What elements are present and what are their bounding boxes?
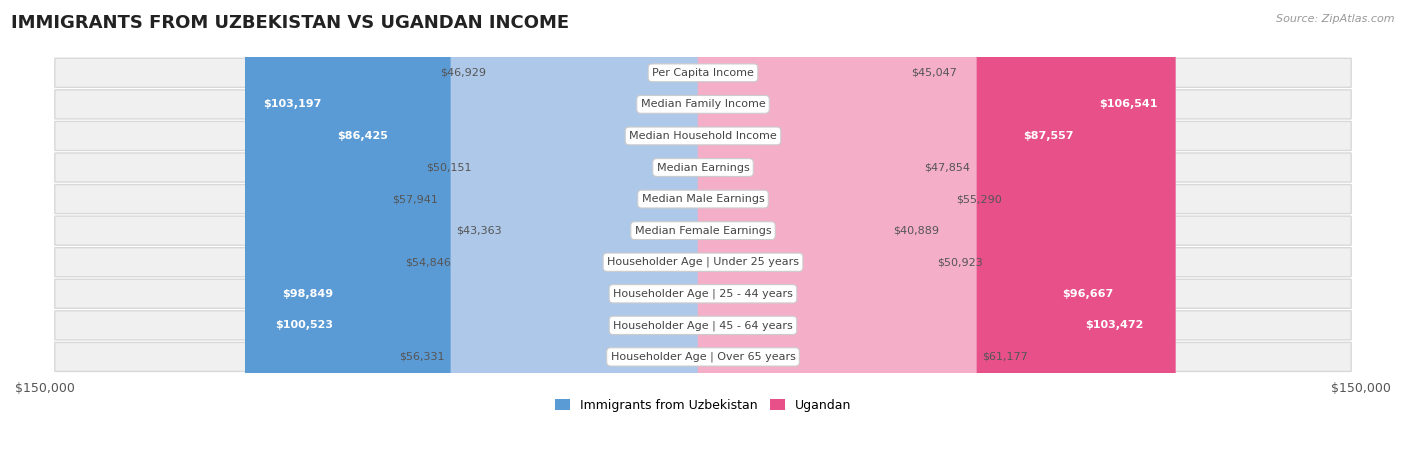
FancyBboxPatch shape [55,216,1351,245]
FancyBboxPatch shape [478,0,709,467]
FancyBboxPatch shape [697,0,1175,467]
Text: $55,290: $55,290 [956,194,1002,204]
Text: Source: ZipAtlas.com: Source: ZipAtlas.com [1277,14,1395,24]
FancyBboxPatch shape [55,342,1351,371]
FancyBboxPatch shape [55,248,1351,277]
Text: $87,557: $87,557 [1024,131,1074,141]
Text: Householder Age | Over 65 years: Householder Age | Over 65 years [610,352,796,362]
FancyBboxPatch shape [443,0,709,467]
FancyBboxPatch shape [697,0,905,467]
FancyBboxPatch shape [257,0,709,467]
Text: Median Male Earnings: Median Male Earnings [641,194,765,204]
FancyBboxPatch shape [697,0,918,467]
Text: $96,667: $96,667 [1063,289,1114,299]
Text: $56,331: $56,331 [399,352,444,362]
Text: $54,846: $54,846 [405,257,451,267]
FancyBboxPatch shape [697,0,1163,467]
Legend: Immigrants from Uzbekistan, Ugandan: Immigrants from Uzbekistan, Ugandan [550,394,856,417]
Text: $98,849: $98,849 [283,289,333,299]
Text: $47,854: $47,854 [924,163,970,172]
FancyBboxPatch shape [450,0,709,467]
FancyBboxPatch shape [457,0,709,467]
FancyBboxPatch shape [697,0,932,467]
FancyBboxPatch shape [55,279,1351,308]
FancyBboxPatch shape [55,311,1351,340]
Text: $50,151: $50,151 [426,163,472,172]
FancyBboxPatch shape [697,0,977,467]
Text: $45,047: $45,047 [911,68,957,78]
Text: $61,177: $61,177 [983,352,1028,362]
Text: $50,923: $50,923 [938,257,983,267]
Text: Median Female Earnings: Median Female Earnings [634,226,772,236]
Text: Per Capita Income: Per Capita Income [652,68,754,78]
FancyBboxPatch shape [55,184,1351,213]
FancyBboxPatch shape [697,0,950,467]
Text: $43,363: $43,363 [456,226,502,236]
FancyBboxPatch shape [697,0,887,467]
Text: $100,523: $100,523 [276,320,333,330]
Text: $40,889: $40,889 [893,226,939,236]
Text: $106,541: $106,541 [1098,99,1157,109]
Text: $46,929: $46,929 [440,68,486,78]
FancyBboxPatch shape [697,0,1092,467]
FancyBboxPatch shape [264,0,709,467]
FancyBboxPatch shape [55,58,1351,87]
FancyBboxPatch shape [492,0,709,467]
Text: Householder Age | Under 25 years: Householder Age | Under 25 years [607,257,799,268]
FancyBboxPatch shape [319,0,709,467]
FancyBboxPatch shape [55,90,1351,119]
FancyBboxPatch shape [697,0,1132,467]
Text: Householder Age | 45 - 64 years: Householder Age | 45 - 64 years [613,320,793,331]
FancyBboxPatch shape [55,121,1351,150]
Text: $57,941: $57,941 [392,194,437,204]
Text: $103,197: $103,197 [263,99,322,109]
Text: IMMIGRANTS FROM UZBEKISTAN VS UGANDAN INCOME: IMMIGRANTS FROM UZBEKISTAN VS UGANDAN IN… [11,14,569,32]
Text: Median Household Income: Median Household Income [628,131,778,141]
Text: $103,472: $103,472 [1085,320,1143,330]
Text: $86,425: $86,425 [337,131,388,141]
Text: Median Earnings: Median Earnings [657,163,749,172]
Text: Householder Age | 25 - 44 years: Householder Age | 25 - 44 years [613,289,793,299]
Text: Median Family Income: Median Family Income [641,99,765,109]
FancyBboxPatch shape [55,153,1351,182]
FancyBboxPatch shape [245,0,709,467]
FancyBboxPatch shape [508,0,709,467]
